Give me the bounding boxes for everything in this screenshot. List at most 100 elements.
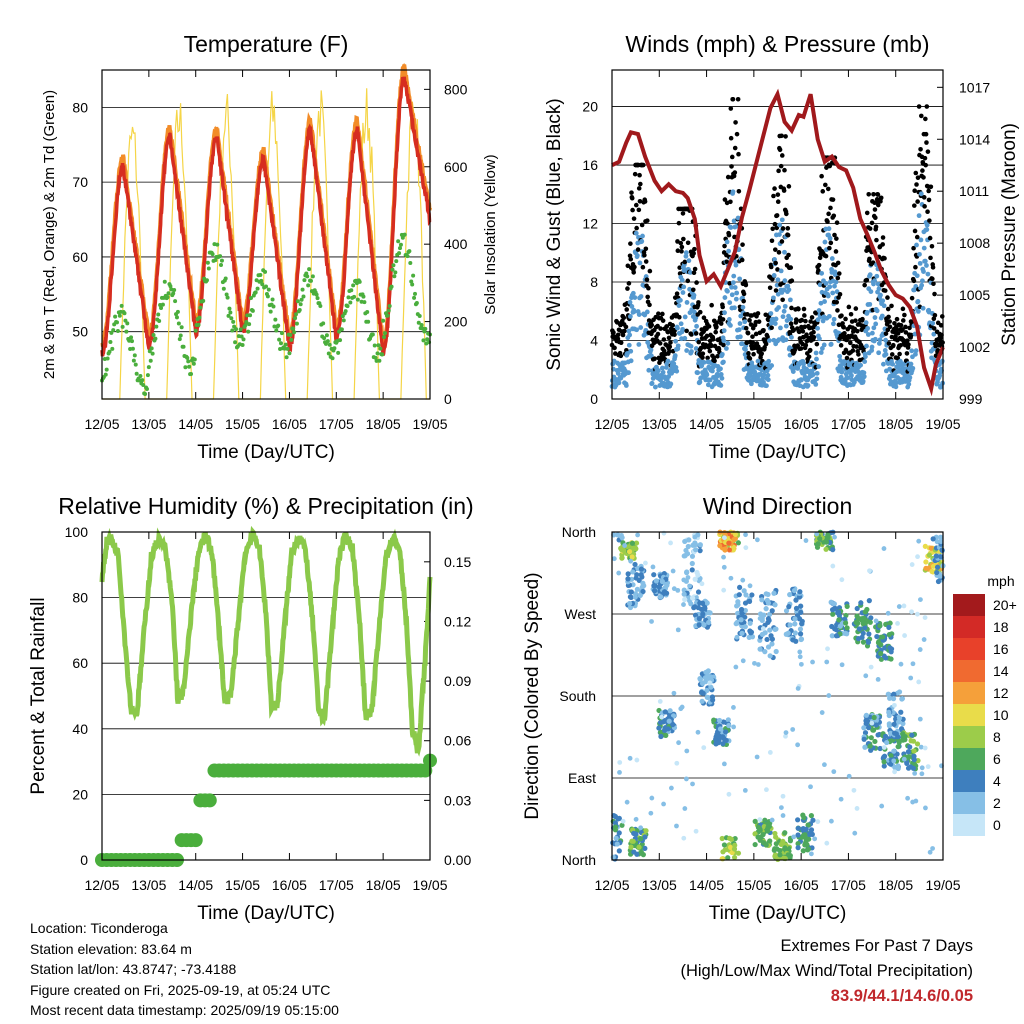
wind-point <box>828 341 834 347</box>
wind-point <box>814 370 820 376</box>
gust-point <box>832 232 837 238</box>
direction-point <box>791 834 797 840</box>
direction-point <box>703 669 709 675</box>
gust-point <box>799 317 805 323</box>
gust-point <box>798 346 804 351</box>
direction-point <box>625 576 631 582</box>
gust-point <box>743 282 749 288</box>
gust-point <box>907 325 912 331</box>
direction-point <box>740 658 746 664</box>
x-tick-label: 18/05 <box>878 877 913 893</box>
gust-point <box>889 352 895 357</box>
gust-point <box>855 328 860 334</box>
wind-point <box>776 232 782 237</box>
direction-point <box>891 758 897 764</box>
gust-point <box>938 323 944 328</box>
gust-point <box>905 338 910 344</box>
dewpoint-point <box>175 309 180 314</box>
direction-point <box>916 679 922 685</box>
wind-point <box>772 257 777 262</box>
y-axis-label: 2m & 9m T (Red, Orange) & 2m Td (Green) <box>41 90 58 379</box>
gust-point <box>727 281 732 286</box>
gust-point <box>692 246 697 252</box>
direction-point <box>919 765 925 771</box>
dewpoint-point <box>351 283 356 288</box>
gust-point <box>867 256 872 262</box>
dewpoint-point <box>159 306 164 311</box>
wind-point <box>823 280 829 286</box>
dewpoint-point <box>398 246 403 251</box>
direction-point <box>735 602 741 608</box>
dewpoint-point <box>229 316 234 321</box>
direction-point <box>898 709 904 715</box>
gust-point <box>932 313 938 318</box>
direction-point <box>891 691 897 697</box>
gust-point <box>778 163 784 169</box>
gust-point <box>895 331 901 336</box>
direction-point <box>832 626 838 632</box>
gust-point <box>922 204 927 209</box>
gust-point <box>911 278 917 284</box>
dewpoint-point <box>423 326 428 331</box>
direction-point <box>617 760 623 765</box>
direction-point <box>782 845 788 851</box>
winds-xlabel: Time (Day/UTC) <box>709 442 847 463</box>
wind-point <box>906 381 912 387</box>
wind-point <box>779 217 785 223</box>
direction-point <box>726 547 732 553</box>
gust-point <box>900 318 906 323</box>
gust-point <box>839 313 844 318</box>
direction-point <box>879 634 886 640</box>
x-tick-label: 16/05 <box>784 416 819 432</box>
data-timestamp: Most recent data timestamp: 2025/09/19 0… <box>30 1002 339 1018</box>
dewpoint-point <box>250 308 255 313</box>
gust-point <box>768 264 774 270</box>
gust-point <box>906 342 911 347</box>
direction-point <box>925 764 931 770</box>
direction-point <box>738 617 744 623</box>
wind-point <box>687 286 693 292</box>
direction-point <box>726 791 732 797</box>
direction-point <box>930 536 936 542</box>
y-tick-label-right: 1005 <box>959 287 990 303</box>
direction-point <box>746 598 753 604</box>
gust-point <box>639 222 645 228</box>
gust-point <box>674 291 680 296</box>
direction-point <box>783 730 789 736</box>
dewpoint-point <box>277 337 282 342</box>
y-tick-label-right: 1011 <box>959 183 989 199</box>
direction-point <box>620 818 626 824</box>
gust-point <box>637 172 642 178</box>
direction-point <box>938 554 944 560</box>
wind-point <box>710 368 715 374</box>
dewpoint-point <box>365 309 370 314</box>
wind-point <box>880 298 886 304</box>
direction-point <box>885 691 891 697</box>
direction-point <box>881 763 887 769</box>
wind-point <box>920 305 926 311</box>
wind-point <box>931 331 937 337</box>
direction-point <box>787 592 793 598</box>
dewpoint-point <box>370 332 375 337</box>
plot-frame <box>101 531 431 861</box>
wind-point <box>673 364 679 370</box>
direction-point <box>801 815 807 821</box>
gust-point <box>629 195 635 201</box>
wind-point <box>827 235 833 241</box>
direction-point <box>766 611 773 618</box>
gust-point <box>856 352 861 357</box>
gust-point <box>756 344 761 350</box>
y-tick-label-right: 200 <box>444 314 468 330</box>
dewpoint-point <box>294 321 299 326</box>
direction-point <box>908 764 914 770</box>
wind-point <box>775 277 781 283</box>
gust-point <box>751 351 756 357</box>
direction-point <box>835 609 842 615</box>
direction-point <box>928 545 934 551</box>
direction-point <box>798 661 804 667</box>
dewpoint-point <box>103 372 108 377</box>
dewpoint-point <box>125 321 130 326</box>
y-tick-label-right: 999 <box>959 391 983 407</box>
direction-point <box>791 587 798 594</box>
direction-point <box>726 722 732 729</box>
